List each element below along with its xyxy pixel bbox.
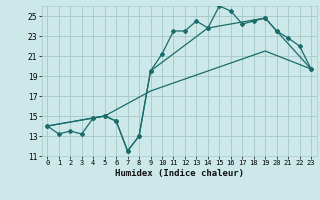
X-axis label: Humidex (Indice chaleur): Humidex (Indice chaleur) [115,169,244,178]
